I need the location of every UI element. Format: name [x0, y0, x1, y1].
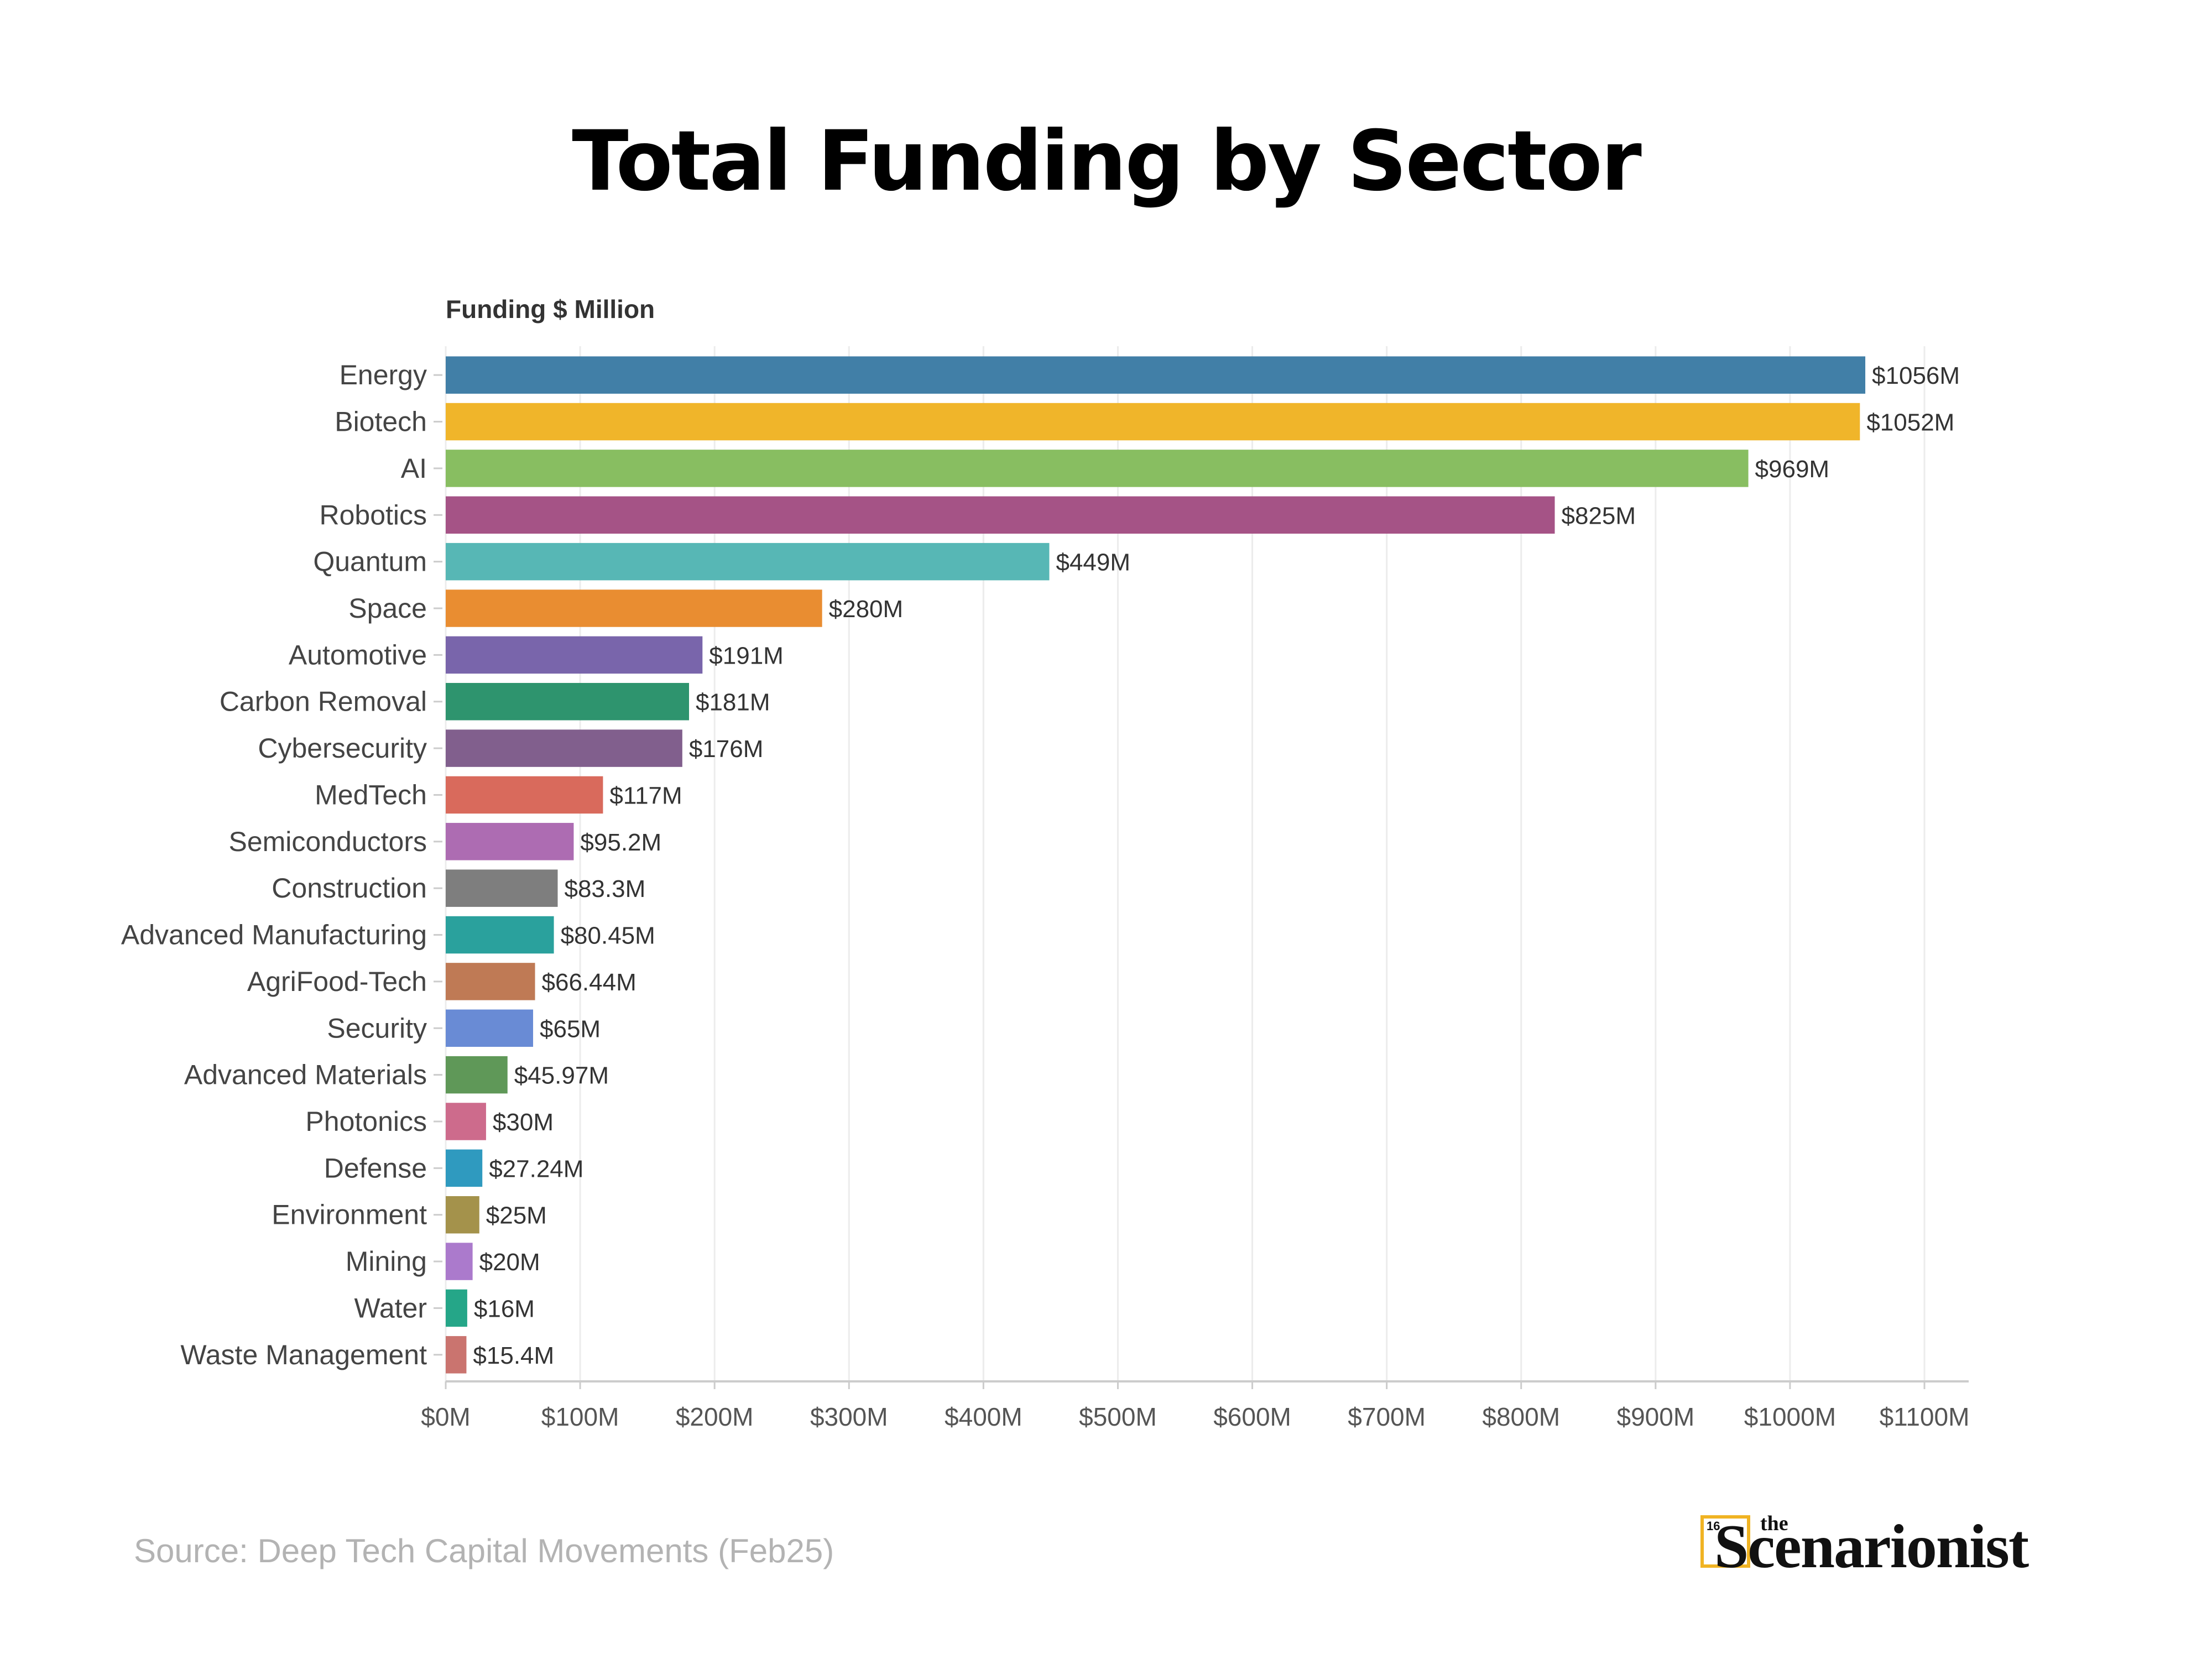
bar [446, 823, 574, 860]
logo-accent-box [1700, 1515, 1750, 1568]
value-label: $25M [486, 1202, 547, 1229]
category-label: Environment [272, 1199, 427, 1230]
bar [446, 682, 689, 721]
category-label: Quantum [313, 546, 427, 577]
bar [446, 496, 1555, 534]
value-label: $15.4M [473, 1342, 554, 1369]
bar [446, 776, 603, 814]
bar [446, 1009, 534, 1047]
x-axis-ticks: $0M $100M $200M $300M $400M $500M $600M $700M $8… [421, 1381, 1969, 1431]
tick-label: $1000M [1744, 1402, 1836, 1431]
value-label: $181M [696, 689, 770, 716]
scenarionist-logo: 16 Scenarionist the [1692, 1507, 2085, 1579]
bar [446, 589, 822, 627]
category-label: Photonics [305, 1106, 427, 1137]
tick-label: $400M [945, 1402, 1022, 1431]
bar [446, 729, 682, 767]
category-label: Advanced Materials [184, 1060, 427, 1091]
category-label: AgriFood-Tech [247, 966, 427, 997]
value-label: $176M [689, 735, 764, 763]
category-labels: Energy Biotech AI Robotics Quantum Space Autom… [121, 359, 442, 1370]
bar [446, 1196, 479, 1234]
bar [446, 916, 554, 954]
category-label: Waste Management [180, 1339, 427, 1370]
page-title: Total Funding by Sector [572, 113, 1642, 210]
value-label: $969M [1755, 456, 1830, 483]
value-labels: $1056M $1052M $969M $825M $449M $280M $191M $18… [473, 362, 1960, 1369]
value-label: $30M [493, 1109, 554, 1136]
bar [446, 1056, 508, 1094]
bar [446, 1103, 486, 1140]
tick-label: $600M [1213, 1402, 1291, 1431]
bar [446, 1243, 473, 1280]
axis-title: Funding $ Million [446, 295, 655, 324]
category-label: Semiconductors [229, 826, 427, 857]
value-label: $83.3M [564, 875, 645, 902]
category-label: MedTech [315, 779, 427, 810]
bar [446, 963, 535, 1000]
category-label: Biotech [335, 406, 427, 437]
bar [446, 356, 1866, 394]
bar [446, 1149, 483, 1187]
value-label: $45.97M [514, 1062, 609, 1089]
category-label: Carbon Removal [220, 686, 427, 717]
value-label: $449M [1056, 549, 1130, 576]
category-label: Defense [324, 1152, 427, 1183]
tick-label: $1100M [1880, 1402, 1970, 1431]
bar [446, 1336, 467, 1374]
bar [446, 869, 558, 907]
logo-wordmark: Scenarionist [1714, 1512, 2029, 1581]
category-label: Construction [272, 873, 427, 904]
value-label: $280M [829, 596, 904, 623]
tick-label: $700M [1348, 1402, 1426, 1431]
value-label: $1056M [1872, 362, 1960, 389]
logo-small-text: the [1760, 1512, 1788, 1535]
source-note: Source: Deep Tech Capital Movements (Feb… [134, 1532, 834, 1569]
tick-label: $300M [810, 1402, 888, 1431]
value-label: $1052M [1866, 409, 1954, 436]
category-label: Cybersecurity [258, 733, 427, 764]
value-label: $66.44M [542, 969, 637, 996]
category-label: Mining [346, 1246, 427, 1277]
bar-chart: Funding $ Million Energy Biotech AI Robotic… [121, 295, 1970, 1431]
category-label: Water [354, 1292, 427, 1323]
category-label: Robotics [319, 499, 427, 530]
bar [446, 1289, 467, 1327]
value-label: $117M [609, 782, 682, 809]
bar [446, 403, 1860, 441]
category-label: Advanced Manufacturing [121, 920, 427, 951]
value-label: $16M [474, 1295, 535, 1322]
bar [446, 636, 703, 674]
value-label: $95.2M [580, 829, 661, 856]
category-label: Automotive [289, 639, 427, 670]
bar [446, 450, 1749, 487]
tick-label: $800M [1482, 1402, 1560, 1431]
logo-badge: 16 [1707, 1519, 1720, 1533]
value-label: $65M [540, 1015, 601, 1042]
bar [446, 542, 1050, 581]
category-label: AI [401, 453, 427, 484]
tick-label: $200M [676, 1402, 754, 1431]
category-label: Space [348, 593, 427, 624]
category-label: Energy [340, 359, 427, 390]
value-label: $80.45M [561, 922, 655, 950]
tick-label: $500M [1079, 1402, 1157, 1431]
tick-label: $100M [541, 1402, 619, 1431]
tick-label: $900M [1616, 1402, 1694, 1431]
bars [446, 356, 1866, 1374]
value-label: $20M [479, 1249, 540, 1276]
value-label: $27.24M [489, 1155, 583, 1182]
tick-label: $0M [421, 1402, 470, 1431]
value-label: $191M [709, 642, 784, 669]
value-label: $825M [1562, 502, 1636, 529]
category-label: Security [327, 1013, 427, 1044]
